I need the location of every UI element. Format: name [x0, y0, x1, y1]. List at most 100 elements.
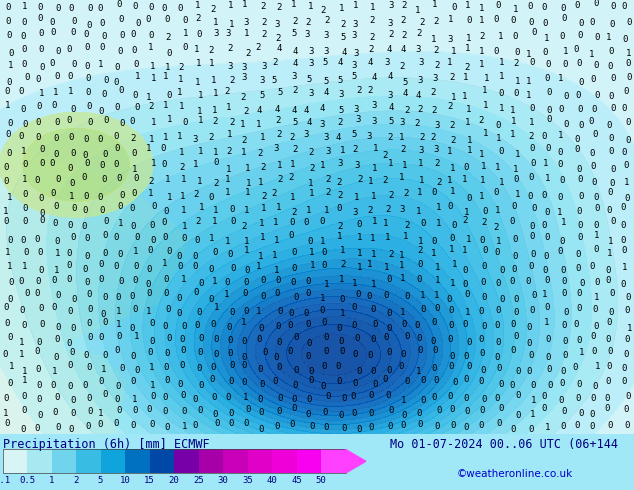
Text: 1: 1 — [242, 392, 248, 401]
Text: 3: 3 — [356, 115, 361, 124]
Text: 0: 0 — [228, 336, 233, 345]
Text: 0: 0 — [70, 105, 75, 114]
Text: 0: 0 — [3, 394, 9, 403]
Text: 1: 1 — [197, 177, 203, 186]
Text: 1: 1 — [595, 363, 600, 371]
Text: 0: 0 — [113, 233, 119, 242]
Text: 0: 0 — [24, 289, 30, 298]
Text: 3: 3 — [323, 133, 328, 142]
Text: 2: 2 — [325, 188, 330, 196]
Text: 0: 0 — [37, 411, 42, 420]
Text: 0: 0 — [294, 333, 299, 342]
Text: 3: 3 — [399, 205, 405, 214]
Text: 0: 0 — [463, 352, 469, 361]
Text: 0: 0 — [161, 4, 166, 13]
Text: 1: 1 — [98, 60, 103, 69]
Text: 15: 15 — [144, 476, 155, 486]
Text: 0: 0 — [145, 16, 150, 24]
Text: 1: 1 — [261, 204, 266, 213]
Text: 0: 0 — [323, 422, 328, 432]
Text: 1: 1 — [357, 264, 362, 272]
Text: 2: 2 — [148, 102, 153, 111]
Text: 0: 0 — [83, 30, 88, 39]
Text: 0: 0 — [130, 324, 135, 333]
Text: 0: 0 — [336, 377, 342, 386]
Text: 1: 1 — [244, 29, 250, 38]
Text: 0: 0 — [531, 381, 536, 390]
Text: 0: 0 — [4, 303, 10, 312]
Text: 2: 2 — [367, 86, 372, 96]
Text: 0: 0 — [71, 28, 76, 37]
Text: 0: 0 — [546, 365, 552, 374]
Text: 0: 0 — [164, 349, 169, 358]
Text: 1: 1 — [193, 160, 198, 170]
Text: 0: 0 — [557, 160, 563, 169]
Text: 2: 2 — [481, 218, 487, 227]
Text: 0: 0 — [70, 409, 76, 418]
Text: 2: 2 — [243, 107, 249, 116]
Text: 0: 0 — [354, 334, 359, 343]
Text: 0: 0 — [102, 231, 107, 240]
Text: 0: 0 — [431, 393, 437, 402]
Text: 1: 1 — [212, 148, 218, 157]
Text: 0: 0 — [196, 308, 202, 317]
Text: 2: 2 — [420, 132, 425, 142]
Text: 2: 2 — [417, 104, 422, 114]
Text: 0: 0 — [512, 32, 517, 41]
Text: 2: 2 — [74, 476, 79, 486]
Text: 0: 0 — [98, 261, 103, 270]
Text: 0: 0 — [289, 419, 294, 429]
Text: 0: 0 — [304, 309, 309, 318]
Text: 0: 0 — [579, 192, 585, 201]
Text: 0: 0 — [610, 165, 615, 174]
Text: 40: 40 — [267, 476, 278, 486]
Text: 3: 3 — [353, 105, 359, 114]
Text: 0: 0 — [260, 293, 265, 301]
Text: 0: 0 — [19, 132, 24, 141]
Text: 0: 0 — [50, 59, 55, 68]
Text: 0: 0 — [179, 361, 184, 369]
Text: 1: 1 — [436, 203, 442, 212]
Text: 0: 0 — [55, 322, 61, 332]
Text: 1: 1 — [541, 290, 547, 299]
Text: 0: 0 — [261, 276, 266, 285]
Text: 2: 2 — [494, 223, 499, 232]
Text: 0: 0 — [115, 382, 121, 391]
Text: 0: 0 — [84, 251, 89, 261]
Text: 5: 5 — [260, 91, 265, 100]
Text: 0: 0 — [192, 395, 198, 404]
Text: 3: 3 — [308, 47, 314, 56]
Text: 0: 0 — [322, 408, 328, 416]
Text: 0: 0 — [242, 353, 247, 362]
Text: 0: 0 — [557, 247, 562, 256]
Text: 0: 0 — [562, 60, 567, 70]
Text: 0: 0 — [623, 350, 629, 359]
Text: 1: 1 — [183, 29, 188, 38]
Text: 0: 0 — [8, 379, 13, 388]
Text: 1: 1 — [165, 174, 170, 184]
Text: 1: 1 — [479, 47, 484, 56]
Text: 0: 0 — [621, 377, 626, 386]
Text: 0: 0 — [135, 19, 140, 28]
Text: 0: 0 — [512, 235, 518, 244]
Text: 50: 50 — [316, 476, 327, 486]
Text: 0: 0 — [335, 362, 340, 370]
Text: 0: 0 — [464, 290, 469, 299]
Text: 0: 0 — [39, 194, 44, 202]
Text: 0: 0 — [387, 422, 392, 431]
Text: 0: 0 — [531, 292, 536, 300]
Text: 0: 0 — [39, 145, 44, 154]
Text: 0: 0 — [103, 318, 108, 326]
Text: 0: 0 — [339, 347, 344, 356]
Text: 2: 2 — [337, 178, 342, 187]
Text: 3: 3 — [308, 89, 313, 98]
Text: 0: 0 — [353, 349, 358, 359]
Text: 2: 2 — [353, 145, 358, 154]
Text: 0: 0 — [242, 337, 247, 346]
Text: 0: 0 — [56, 47, 61, 55]
Text: 0: 0 — [68, 4, 74, 13]
Text: 2: 2 — [179, 163, 185, 172]
Text: 1: 1 — [132, 395, 138, 404]
Text: 0: 0 — [82, 222, 87, 231]
Text: 1: 1 — [209, 59, 214, 68]
